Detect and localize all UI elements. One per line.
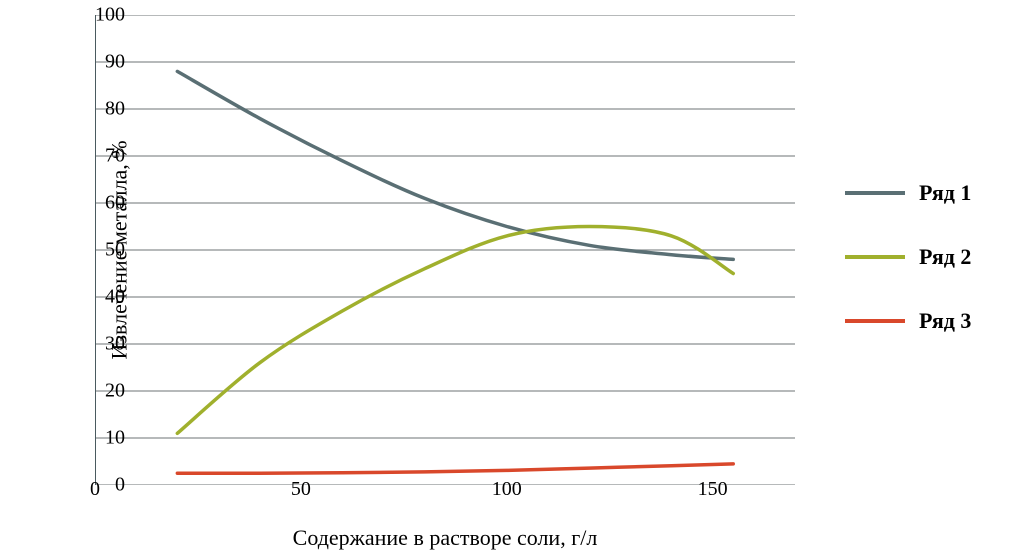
legend-swatch bbox=[845, 319, 905, 323]
y-tick-label: 10 bbox=[85, 427, 125, 450]
y-tick-label: 20 bbox=[85, 380, 125, 403]
chart-container: Извлечение металла, % 010203040506070809… bbox=[0, 0, 835, 556]
plot-svg bbox=[95, 15, 795, 485]
series-line-3 bbox=[177, 464, 733, 473]
legend-item: Ряд 1 bbox=[845, 180, 1025, 206]
x-tick-label: 50 bbox=[276, 478, 326, 501]
x-axis-label: Содержание в растворе соли, г/л bbox=[95, 525, 795, 551]
legend-label: Ряд 2 bbox=[919, 244, 971, 270]
y-tick-label: 60 bbox=[85, 192, 125, 215]
legend-item: Ряд 2 bbox=[845, 244, 1025, 270]
x-tick-label: 100 bbox=[482, 478, 532, 501]
y-tick-label: 40 bbox=[85, 286, 125, 309]
legend: Ряд 1 Ряд 2 Ряд 3 bbox=[845, 180, 1025, 372]
legend-swatch bbox=[845, 255, 905, 259]
y-tick-label: 90 bbox=[85, 51, 125, 74]
y-tick-label: 50 bbox=[85, 239, 125, 262]
y-tick-label: 70 bbox=[85, 145, 125, 168]
legend-label: Ряд 1 bbox=[919, 180, 971, 206]
series-line-2 bbox=[177, 227, 733, 434]
y-tick-label: 30 bbox=[85, 333, 125, 356]
legend-swatch bbox=[845, 191, 905, 195]
legend-label: Ряд 3 bbox=[919, 308, 971, 334]
y-tick-label: 80 bbox=[85, 98, 125, 121]
y-tick-label: 100 bbox=[85, 4, 125, 27]
legend-item: Ряд 3 bbox=[845, 308, 1025, 334]
x-tick-label: 0 bbox=[70, 478, 120, 501]
x-tick-label: 150 bbox=[688, 478, 738, 501]
